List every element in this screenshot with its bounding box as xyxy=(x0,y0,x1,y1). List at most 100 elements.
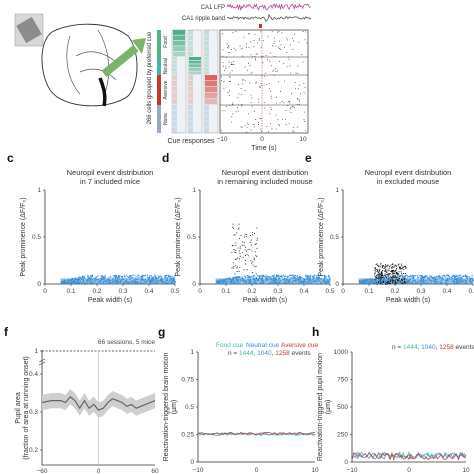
raster-dot xyxy=(304,111,305,113)
raster-dot xyxy=(250,94,252,96)
scatter-point xyxy=(115,276,117,278)
scatter-point xyxy=(466,277,468,279)
scatter-point xyxy=(318,277,320,279)
heatmap-cell xyxy=(173,127,177,133)
scatter-point xyxy=(235,252,237,254)
raster-dot xyxy=(224,70,225,72)
scatter-point xyxy=(261,274,263,276)
raster-dot xyxy=(293,40,295,42)
scatter-point xyxy=(381,276,383,278)
scatter-point xyxy=(142,275,144,277)
scatter-point xyxy=(378,275,380,277)
series-line xyxy=(197,431,316,435)
scatter-point xyxy=(387,282,389,284)
scatter-point xyxy=(275,277,277,279)
x-tick-label: 0 xyxy=(341,288,345,295)
scatter-point xyxy=(398,277,400,279)
scatter-point xyxy=(388,276,390,278)
scatter-point xyxy=(379,276,381,278)
scatter-point xyxy=(243,269,245,271)
scatter-point xyxy=(235,249,237,251)
scatter-point xyxy=(404,273,406,274)
scatter-point xyxy=(378,271,380,273)
scatter-point xyxy=(458,276,460,278)
scatter-point xyxy=(387,278,389,280)
heatmap-cell xyxy=(173,99,177,105)
raster-dot xyxy=(228,45,230,47)
ripple-marker xyxy=(259,24,262,28)
group-label-food: Food xyxy=(163,36,169,48)
heatmap-cell xyxy=(189,30,193,35)
scatter-point xyxy=(246,250,247,252)
raster-dot xyxy=(305,31,306,33)
scatter-point xyxy=(94,277,96,279)
raster-dot xyxy=(289,108,291,109)
scatter-point xyxy=(126,275,128,277)
raster-dot xyxy=(257,42,258,44)
raster-dot xyxy=(262,62,264,63)
scatter-point xyxy=(380,263,382,265)
raster-dot xyxy=(236,97,238,99)
raster-dot xyxy=(267,131,269,132)
raster-dot xyxy=(241,83,243,85)
heatmap-cell xyxy=(189,64,201,68)
raster-dot xyxy=(288,59,290,60)
scatter-point xyxy=(466,276,468,278)
scatter-point xyxy=(238,250,240,252)
raster-dot xyxy=(281,101,283,102)
scatter-point xyxy=(290,274,292,277)
y-tick-label: 250 xyxy=(337,432,348,439)
heatmap-cell xyxy=(189,110,193,116)
scatter-point xyxy=(88,277,90,279)
scatter-point xyxy=(79,276,81,278)
raster-dot xyxy=(253,124,255,125)
brain-outline xyxy=(41,23,138,107)
heatmap-cell xyxy=(205,51,209,57)
scatter-point xyxy=(395,281,397,283)
scatter-point xyxy=(397,273,399,275)
heatmap-cell xyxy=(173,93,177,99)
raster-dot xyxy=(248,62,249,64)
raster-dot xyxy=(288,56,289,58)
raster-dot xyxy=(284,80,285,82)
scatter-point xyxy=(254,251,256,253)
scatter-point xyxy=(405,267,407,269)
raster-dot xyxy=(247,122,249,124)
scatter-point xyxy=(395,265,397,267)
scatter-point xyxy=(380,281,382,283)
raster-dot xyxy=(294,106,295,108)
scatter-point xyxy=(423,277,425,279)
scatter-point xyxy=(84,277,86,279)
scatter-point xyxy=(294,274,296,277)
heatmap-cell xyxy=(205,99,217,105)
scatter-point xyxy=(143,275,145,277)
scatter-point xyxy=(396,265,397,267)
raster-dot xyxy=(221,129,223,131)
scatter-point xyxy=(425,276,427,278)
scatter-point xyxy=(401,283,403,285)
scatter-point xyxy=(398,263,400,265)
scatter-point xyxy=(428,277,430,279)
x-tick-label: −10 xyxy=(192,467,203,474)
scatter-point xyxy=(383,268,385,269)
scatter-point xyxy=(404,266,406,268)
ripple-trace xyxy=(226,13,312,22)
scatter-point xyxy=(421,275,423,278)
raster-dot xyxy=(247,113,249,115)
scatter-point xyxy=(405,274,407,276)
raster-dot xyxy=(222,55,223,57)
scatter-point xyxy=(404,278,406,280)
scatter-point xyxy=(293,276,295,278)
raster-dot xyxy=(264,107,266,109)
scatter-point xyxy=(104,277,106,279)
raster-dot xyxy=(277,31,279,33)
scatter-point xyxy=(404,281,406,283)
raster-dot xyxy=(269,113,270,115)
raster-dot xyxy=(232,32,234,34)
scatter-point xyxy=(312,275,314,278)
scatter-point xyxy=(312,277,314,279)
panel-title: Neuropil event distribution xyxy=(222,168,309,177)
scatter-point xyxy=(376,270,378,272)
scatter-point xyxy=(402,276,404,278)
heatmap-cell xyxy=(173,87,177,93)
